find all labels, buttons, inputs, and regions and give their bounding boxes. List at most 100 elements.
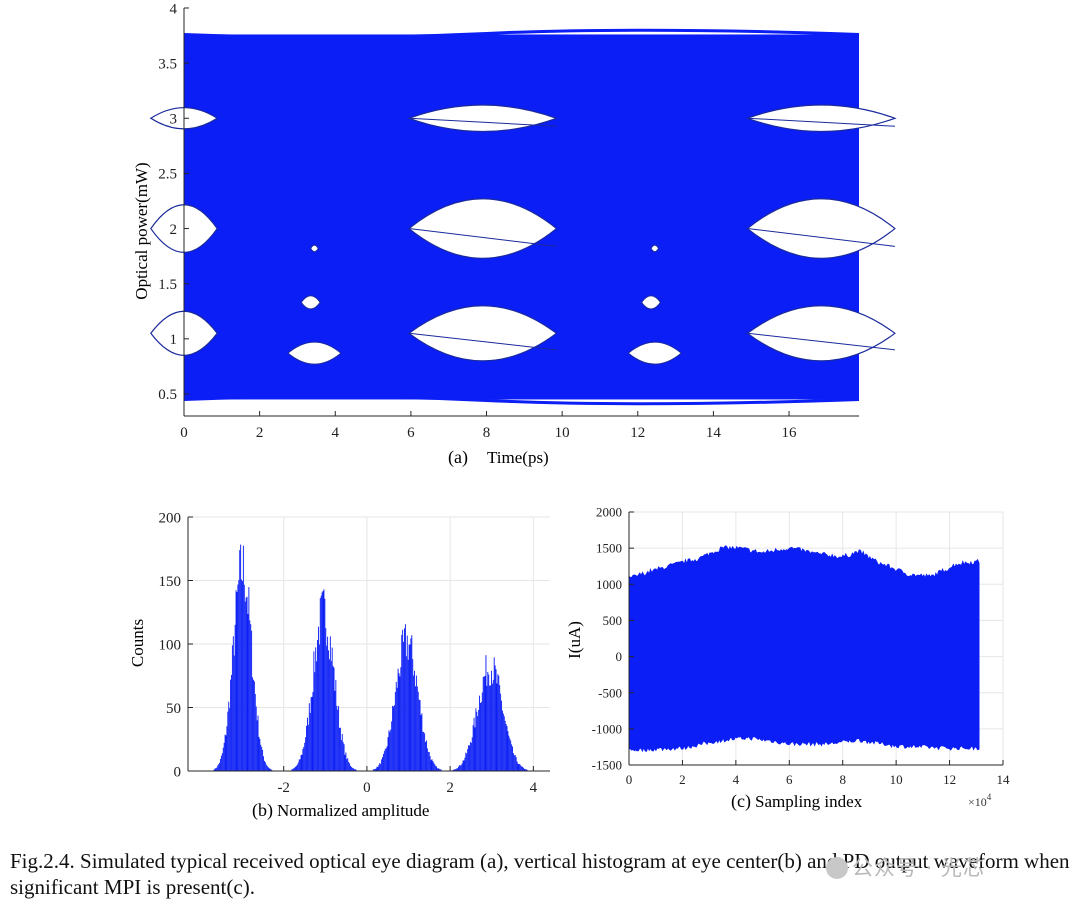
eye-opening [745, 104, 897, 133]
histogram-bar [415, 675, 417, 771]
eye-x-tick-label: 6 [407, 425, 415, 441]
histogram-bar [256, 720, 258, 771]
histogram-bar [214, 768, 216, 771]
wave-y-tick-label: -1500 [592, 758, 622, 773]
histogram-bar [381, 759, 383, 771]
eye-x-tick-label: 8 [483, 425, 491, 441]
histogram-bar [387, 737, 389, 771]
histogram-bar [405, 656, 407, 771]
histogram-bar [317, 626, 319, 771]
waveform-y-label: I(uA) [565, 621, 584, 659]
histogram-bar [307, 717, 308, 771]
histogram-bar [429, 756, 431, 771]
eye-diagram-x-label: Time(ps) [487, 448, 549, 467]
waveform-x-scale-exponent: 4 [987, 792, 992, 802]
histogram-bar [480, 702, 481, 771]
histogram-grid [188, 516, 550, 772]
histogram-bar [409, 644, 411, 771]
histogram-bar [341, 733, 343, 771]
histogram-bar [235, 590, 237, 771]
eye-diagram-panel-label: (a) [448, 447, 468, 468]
histogram-bar [402, 629, 404, 771]
histogram-bar [423, 731, 425, 771]
histogram-bar [342, 742, 344, 771]
eye-y-tick-label: 4 [170, 1, 178, 17]
histogram-bar [226, 726, 228, 771]
histogram-bar [301, 754, 303, 771]
histogram-bar [501, 710, 503, 771]
histogram-bar [403, 641, 405, 771]
wave-y-tick-label: 1500 [596, 541, 622, 556]
histogram-bar [351, 767, 353, 771]
histogram-bar [296, 765, 297, 771]
histogram-bar [324, 598, 326, 771]
histogram-bar [394, 691, 396, 771]
histogram-bar [314, 672, 316, 771]
histogram-bar [318, 644, 320, 771]
histogram-bar [340, 740, 342, 771]
histogram-bar [425, 741, 427, 771]
figure-canvas: 0 2 4 6 8 10 12 14 16 0.5 1 1.5 2 2.5 3 3.5 4 Optical po… [128, 1, 1011, 821]
histogram-bar [455, 768, 457, 771]
histogram-y-label: Counts [128, 619, 147, 667]
histogram-bar [428, 752, 430, 771]
histogram-bar [242, 581, 243, 771]
histogram-bar [458, 766, 459, 771]
histogram-bar [454, 769, 456, 771]
histogram-bar [487, 671, 489, 771]
wave-x-tick-label: 4 [733, 772, 740, 787]
eye-y-tick-label: 3.5 [158, 56, 177, 72]
eye-opening [408, 198, 558, 259]
histogram-bar [216, 767, 218, 771]
eye-x-tick-label: 4 [332, 425, 340, 441]
histogram-bar [472, 725, 474, 771]
histogram-bar [219, 762, 221, 771]
histogram-bar [261, 746, 263, 771]
watermark: 公众号 · 光芯 [826, 852, 985, 882]
histogram-bar [221, 753, 223, 771]
hist-y-tick-label: 100 [159, 637, 182, 653]
histogram-bar [506, 726, 508, 771]
histogram-bar [307, 724, 309, 771]
hist-y-tick-label: 200 [159, 510, 182, 526]
histogram-bar [413, 675, 415, 771]
eye-small-opening [310, 244, 319, 253]
histogram-bar [489, 685, 491, 771]
hist-x-tick-label: 0 [363, 780, 371, 796]
histogram-bar [233, 655, 235, 771]
histogram-bar [300, 755, 302, 771]
histogram-bar [393, 705, 395, 771]
histogram-bar [229, 708, 231, 771]
wave-x-tick-label: 14 [997, 772, 1011, 787]
histogram-bar [494, 665, 496, 771]
wave-x-tick-label: 2 [679, 772, 686, 787]
histogram-bar [308, 703, 310, 771]
eye-trace-line [408, 332, 557, 351]
histogram-bar [271, 769, 273, 771]
histogram-bar [377, 766, 379, 771]
histogram-bar [328, 650, 329, 771]
waveform-x-label: Sampling index [755, 792, 863, 811]
histogram-bar [499, 685, 501, 771]
histogram-bar [435, 765, 437, 771]
histogram-bar [269, 768, 271, 771]
histogram-bar [251, 630, 253, 771]
histogram-bar [353, 769, 355, 771]
histogram-bar [462, 760, 464, 771]
histogram-bar [495, 669, 497, 771]
eye-y-tick-label: 0.5 [158, 387, 177, 403]
hist-x-tick-label: -2 [277, 780, 290, 796]
histogram-bar [315, 647, 317, 771]
histogram-bar [438, 768, 440, 771]
histogram-bar [268, 768, 270, 771]
histogram-bar [463, 760, 465, 771]
histogram-bar [292, 769, 294, 771]
histogram-bar [479, 695, 481, 771]
histogram-bar [477, 716, 479, 771]
histogram-bar [312, 692, 314, 771]
histogram-bar [432, 761, 434, 771]
histogram-x-label: Normalized amplitude [277, 801, 429, 820]
histogram-bar [311, 696, 313, 771]
histogram-bar [389, 731, 391, 771]
waveform-panel-label: (c) [731, 791, 751, 812]
